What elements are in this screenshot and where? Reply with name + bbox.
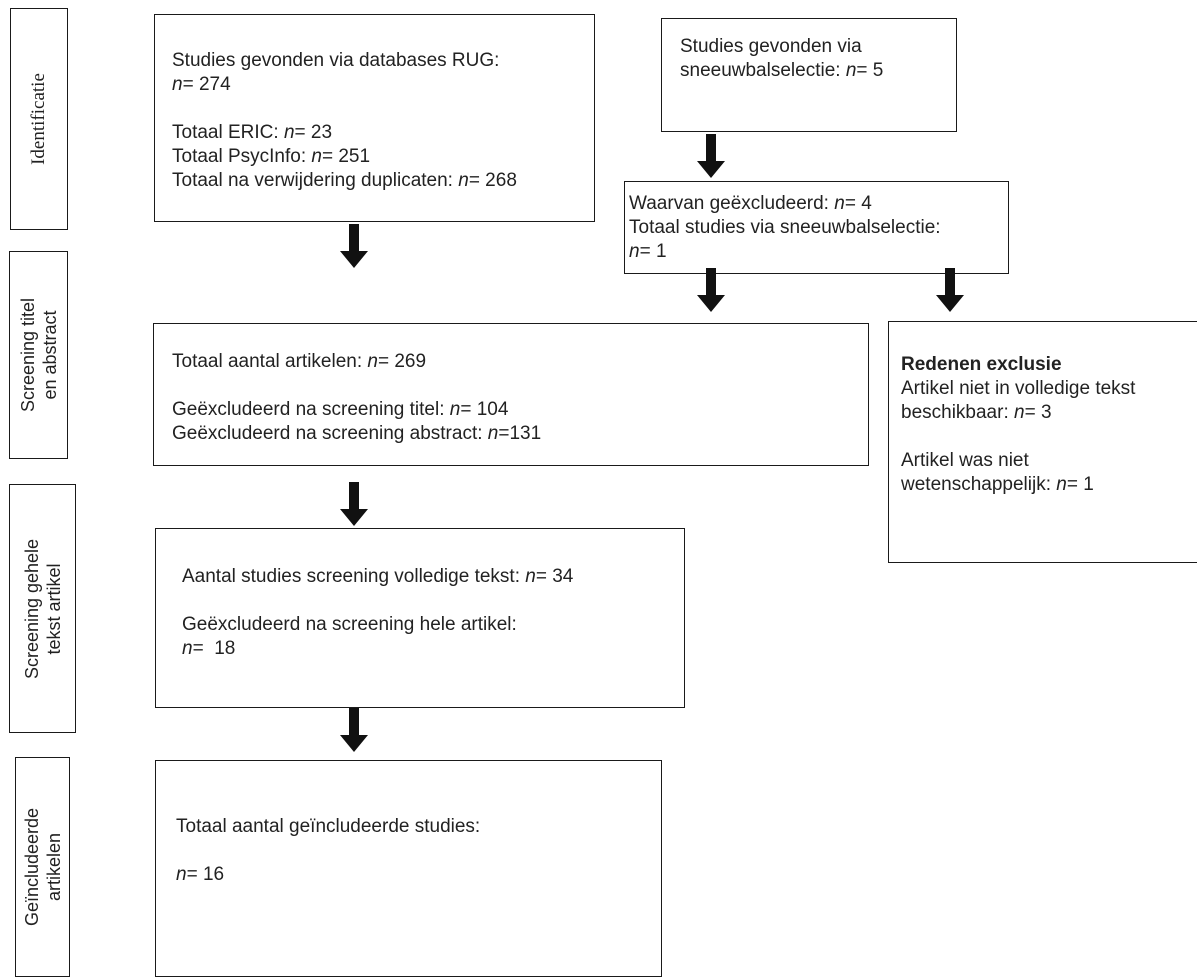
box-totaal-artikelen [153, 323, 869, 466]
box-databases-text: Studies gevonden via databases RUG: n= 2… [172, 49, 517, 193]
databases-line1: Studies gevonden via databases RUG: [172, 50, 500, 71]
arrow-down-icon [936, 268, 964, 312]
box-geincludeerd-text: Totaal aantal geïncludeerde studies: n= … [176, 815, 480, 887]
databases-psycinfo: Totaal PsycInfo: n= 251 [172, 146, 371, 167]
stage-geincludeerde-label: Geïncludeerde artikelen [21, 807, 64, 927]
stage-screening-tekst: Screening gehele tekst artikel [9, 484, 76, 733]
box-sneeuwbal [661, 18, 957, 132]
redenen-line4: wetenschappelijk: n= 1 [901, 474, 1094, 495]
artikelen-line3: Geëxcludeerd na screening abstract: n=13… [172, 423, 542, 444]
databases-line2: n= 274 [172, 74, 231, 95]
artikelen-line1: Totaal aantal artikelen: n= 269 [172, 351, 427, 372]
volledige-line1: Aantal studies screening volledige tekst… [182, 566, 574, 587]
redenen-line1: Artikel niet in volledige tekst [901, 378, 1136, 399]
box-databases [154, 14, 595, 222]
arrow-down-icon [697, 134, 725, 178]
stage-identificatie-label: Identificatie [28, 73, 49, 165]
arrow-down-icon [697, 268, 725, 312]
box-sneeuwbal-text: Studies gevonden via sneeuwbalselectie: … [680, 35, 883, 83]
arrow-down-icon [340, 708, 368, 752]
box-volledige-tekst [155, 528, 685, 708]
waarvan-line1: Waarvan geëxcludeerd: n= 4 [629, 193, 872, 214]
box-totaal-artikelen-text: Totaal aantal artikelen: n= 269 Geëxclud… [172, 350, 541, 446]
redenen-line2: beschikbaar: n= 3 [901, 402, 1052, 423]
waarvan-line2: Totaal studies via sneeuwbalselectie: [629, 217, 941, 238]
databases-eric: Totaal ERIC: n= 23 [172, 122, 333, 143]
databases-duplicaten: Totaal na verwijdering duplicaten: n= 26… [172, 170, 517, 191]
stage-geincludeerde: Geïncludeerde artikelen [15, 757, 70, 977]
volledige-line3: n= 18 [182, 638, 236, 659]
arrow-down-icon [340, 482, 368, 526]
stage-screening-titel: Screening titel en abstract [9, 251, 68, 459]
box-geincludeerd [155, 760, 662, 977]
box-volledige-tekst-text: Aantal studies screening volledige tekst… [182, 565, 573, 661]
box-waarvan [624, 181, 1009, 274]
box-redenen [888, 321, 1197, 563]
redenen-title: Redenen exclusie [901, 354, 1062, 375]
stage-screening-tekst-label: Screening gehele tekst artikel [21, 538, 64, 679]
volledige-line2: Geëxcludeerd na screening hele artikel: [182, 614, 517, 635]
arrow-down-icon [340, 224, 368, 268]
redenen-line3: Artikel was niet [901, 450, 1029, 471]
sneeuwbal-line1: Studies gevonden via [680, 36, 862, 57]
stage-screening-titel-label: Screening titel en abstract [17, 297, 60, 413]
box-redenen-text: Redenen exclusie Artikel niet in volledi… [901, 353, 1135, 497]
box-waarvan-text: Waarvan geëxcludeerd: n= 4 Totaal studie… [629, 192, 941, 264]
sneeuwbal-line2: sneeuwbalselectie: n= 5 [680, 60, 884, 81]
waarvan-line3: n= 1 [629, 241, 667, 262]
geincludeerd-line1: Totaal aantal geïncludeerde studies: [176, 816, 481, 837]
geincludeerd-line2: n= 16 [176, 864, 225, 885]
artikelen-line2: Geëxcludeerd na screening titel: n= 104 [172, 399, 509, 420]
stage-identificatie: Identificatie [10, 8, 68, 230]
